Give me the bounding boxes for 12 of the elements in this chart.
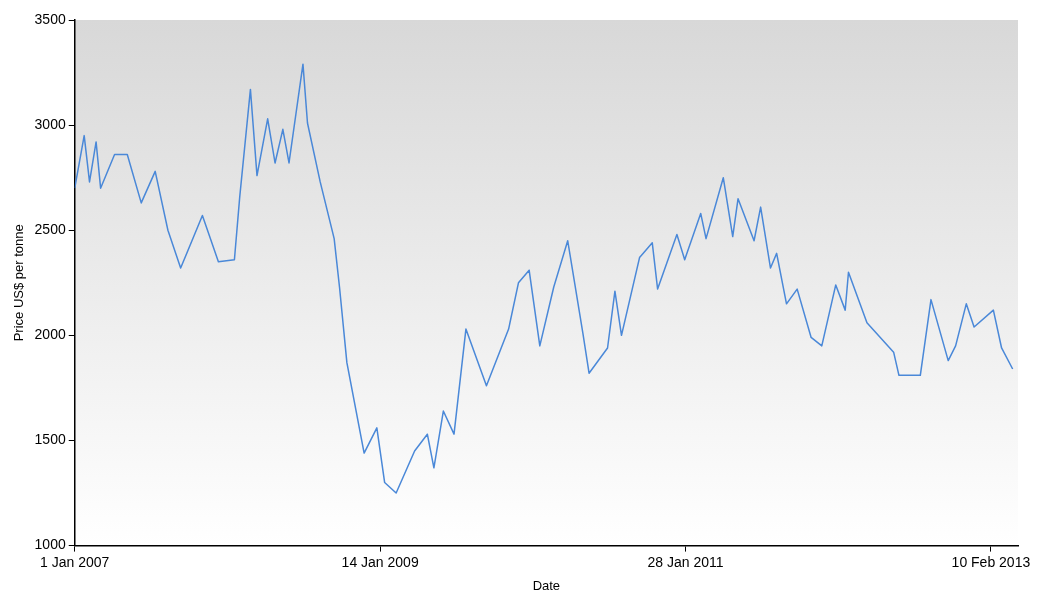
x-tick-label: 10 Feb 2013 (951, 553, 1031, 570)
x-tick-label: 1 Jan 2007 (40, 553, 110, 570)
y-tick-label: 1000 (34, 536, 66, 553)
y-tick-label: 3500 (34, 10, 66, 27)
y-axis-title: Price US$ per tonne (11, 224, 27, 342)
x-tick-label: 14 Jan 2009 (341, 553, 419, 570)
y-tick-label: 2000 (34, 326, 66, 343)
y-tick-label: 1500 (34, 431, 66, 448)
x-axis-title: Date (532, 577, 561, 593)
y-tick-label: 3000 (34, 115, 66, 132)
y-tick-label: 2500 (34, 221, 66, 238)
x-tick-label: 28 Jan 2011 (647, 553, 724, 570)
